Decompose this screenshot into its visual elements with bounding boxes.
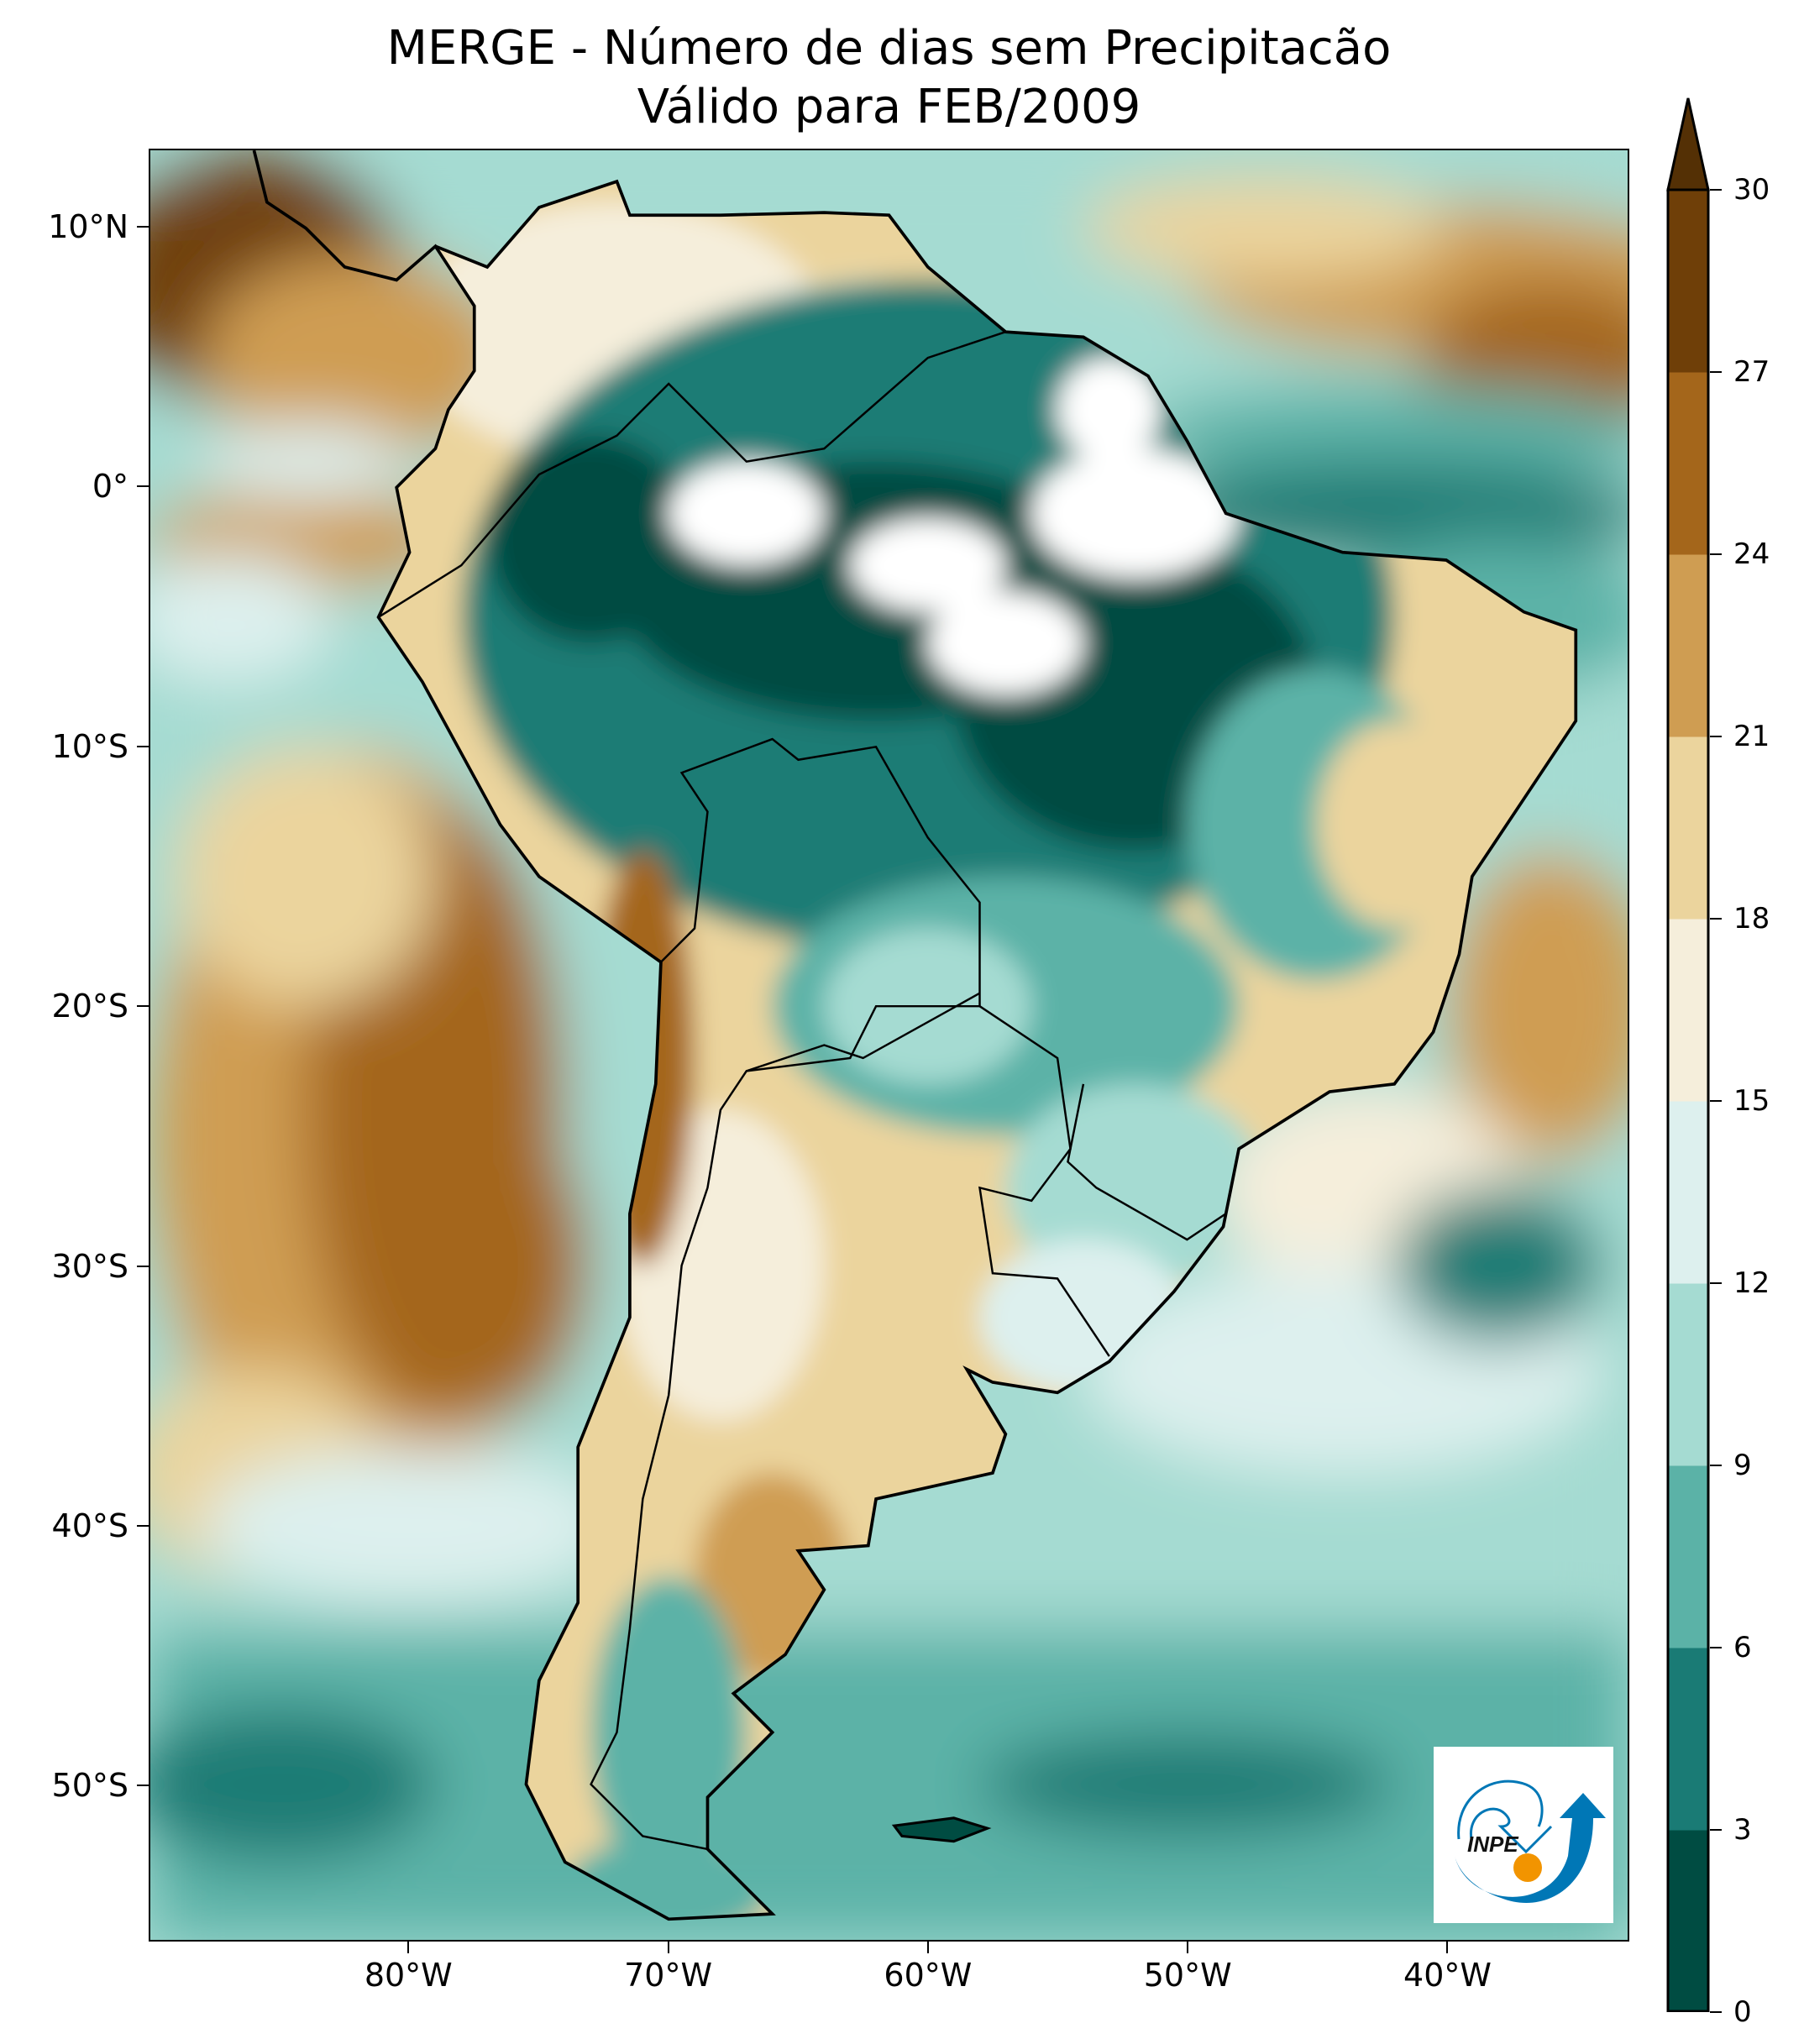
colorbar-tick-label: 6 [1733, 1631, 1752, 1664]
colorbar-tick [1710, 918, 1722, 920]
lon-tick-label: 70°W [624, 1957, 713, 1994]
lat-tick [137, 1785, 149, 1787]
lat-tick-label: 50°S [51, 1767, 128, 1805]
lat-tick [137, 1524, 149, 1527]
colorbar-tick [1710, 1647, 1722, 1648]
colorbar-segment [1668, 372, 1708, 555]
coastline [252, 150, 1578, 1921]
colorbar-svg [1666, 97, 1710, 2013]
colorbar-tick [1710, 1282, 1722, 1284]
colorbar-tick-label: 12 [1733, 1266, 1770, 1300]
lat-tick-label: 30°S [51, 1247, 128, 1285]
map-svg [150, 150, 1628, 1940]
colorbar-segment [1668, 554, 1708, 737]
colorbar-segment [1668, 736, 1708, 920]
lat-tick-label: 20°S [51, 988, 128, 1025]
colorbar-segment [1668, 1101, 1708, 1284]
inpe-logo-icon: INPE [1455, 1779, 1606, 1903]
logo-text: INPE [1467, 1832, 1518, 1857]
colorbar-segment [1668, 190, 1708, 373]
lon-tick-label: 40°W [1403, 1957, 1492, 1994]
colorbar-segment [1668, 1283, 1708, 1466]
colorbar-tick-label: 24 [1733, 537, 1770, 571]
lat-tick [137, 745, 149, 747]
precipitation-map [149, 149, 1629, 1942]
lon-tick-label: 80°W [364, 1957, 453, 1994]
colorbar-tick [1710, 189, 1722, 191]
lon-tick [667, 1942, 669, 1953]
map-title: MERGE - Número de dias sem Precipitacão [386, 21, 1392, 76]
country-borders [377, 331, 1227, 1851]
lat-tick-label: 10°S [51, 727, 128, 765]
colorbar-tick [1710, 2011, 1722, 2013]
colorbar-tick [1710, 371, 1722, 373]
lat-tick-label: 40°S [51, 1507, 128, 1544]
colorbar-tick-label: 3 [1733, 1813, 1752, 1847]
colorbar-frame [1666, 188, 1710, 2013]
colorbar-tick-label: 9 [1733, 1449, 1752, 1482]
colorbar-tick [1710, 1465, 1722, 1466]
colorbar-tick-label: 0 [1733, 1995, 1752, 2029]
lon-tick [926, 1942, 929, 1953]
lon-tick [407, 1942, 410, 1953]
lon-tick-label: 50°W [1143, 1957, 1232, 1994]
colorbar-tick-label: 18 [1733, 902, 1770, 936]
colorbar-segment [1668, 919, 1708, 1102]
colorbar-tick-label: 27 [1733, 355, 1770, 389]
colorbar-segment [1668, 1648, 1708, 1831]
colorbar-extend-arrow [1666, 97, 1710, 191]
falkland-islands [891, 1816, 992, 1843]
lat-tick [137, 225, 149, 228]
lat-tick-label: 0° [92, 468, 128, 506]
colorbar-tick [1710, 1829, 1722, 1831]
map-subtitle: Válido para FEB/2009 [637, 80, 1141, 134]
lat-tick [137, 1005, 149, 1008]
colorbar-segment [1668, 1465, 1708, 1648]
colorbar-tick [1710, 553, 1722, 555]
colorbar-segment [1668, 1830, 1708, 2013]
colorbar-tick-label: 21 [1733, 720, 1770, 753]
colorbar-tick [1710, 736, 1722, 737]
colorbar-tick-label: 30 [1733, 173, 1770, 207]
inpe-logo: INPE [1434, 1747, 1613, 1923]
lon-tick-label: 60°W [884, 1957, 973, 1994]
lat-tick [137, 1265, 149, 1267]
lon-tick [1446, 1942, 1449, 1953]
lat-tick-label: 10°N [48, 207, 128, 245]
colorbar-tick-label: 15 [1733, 1084, 1770, 1118]
lon-tick [1187, 1942, 1189, 1953]
lat-tick [137, 485, 149, 488]
colorbar-tick [1710, 1100, 1722, 1102]
colorbar [1666, 97, 1710, 2013]
